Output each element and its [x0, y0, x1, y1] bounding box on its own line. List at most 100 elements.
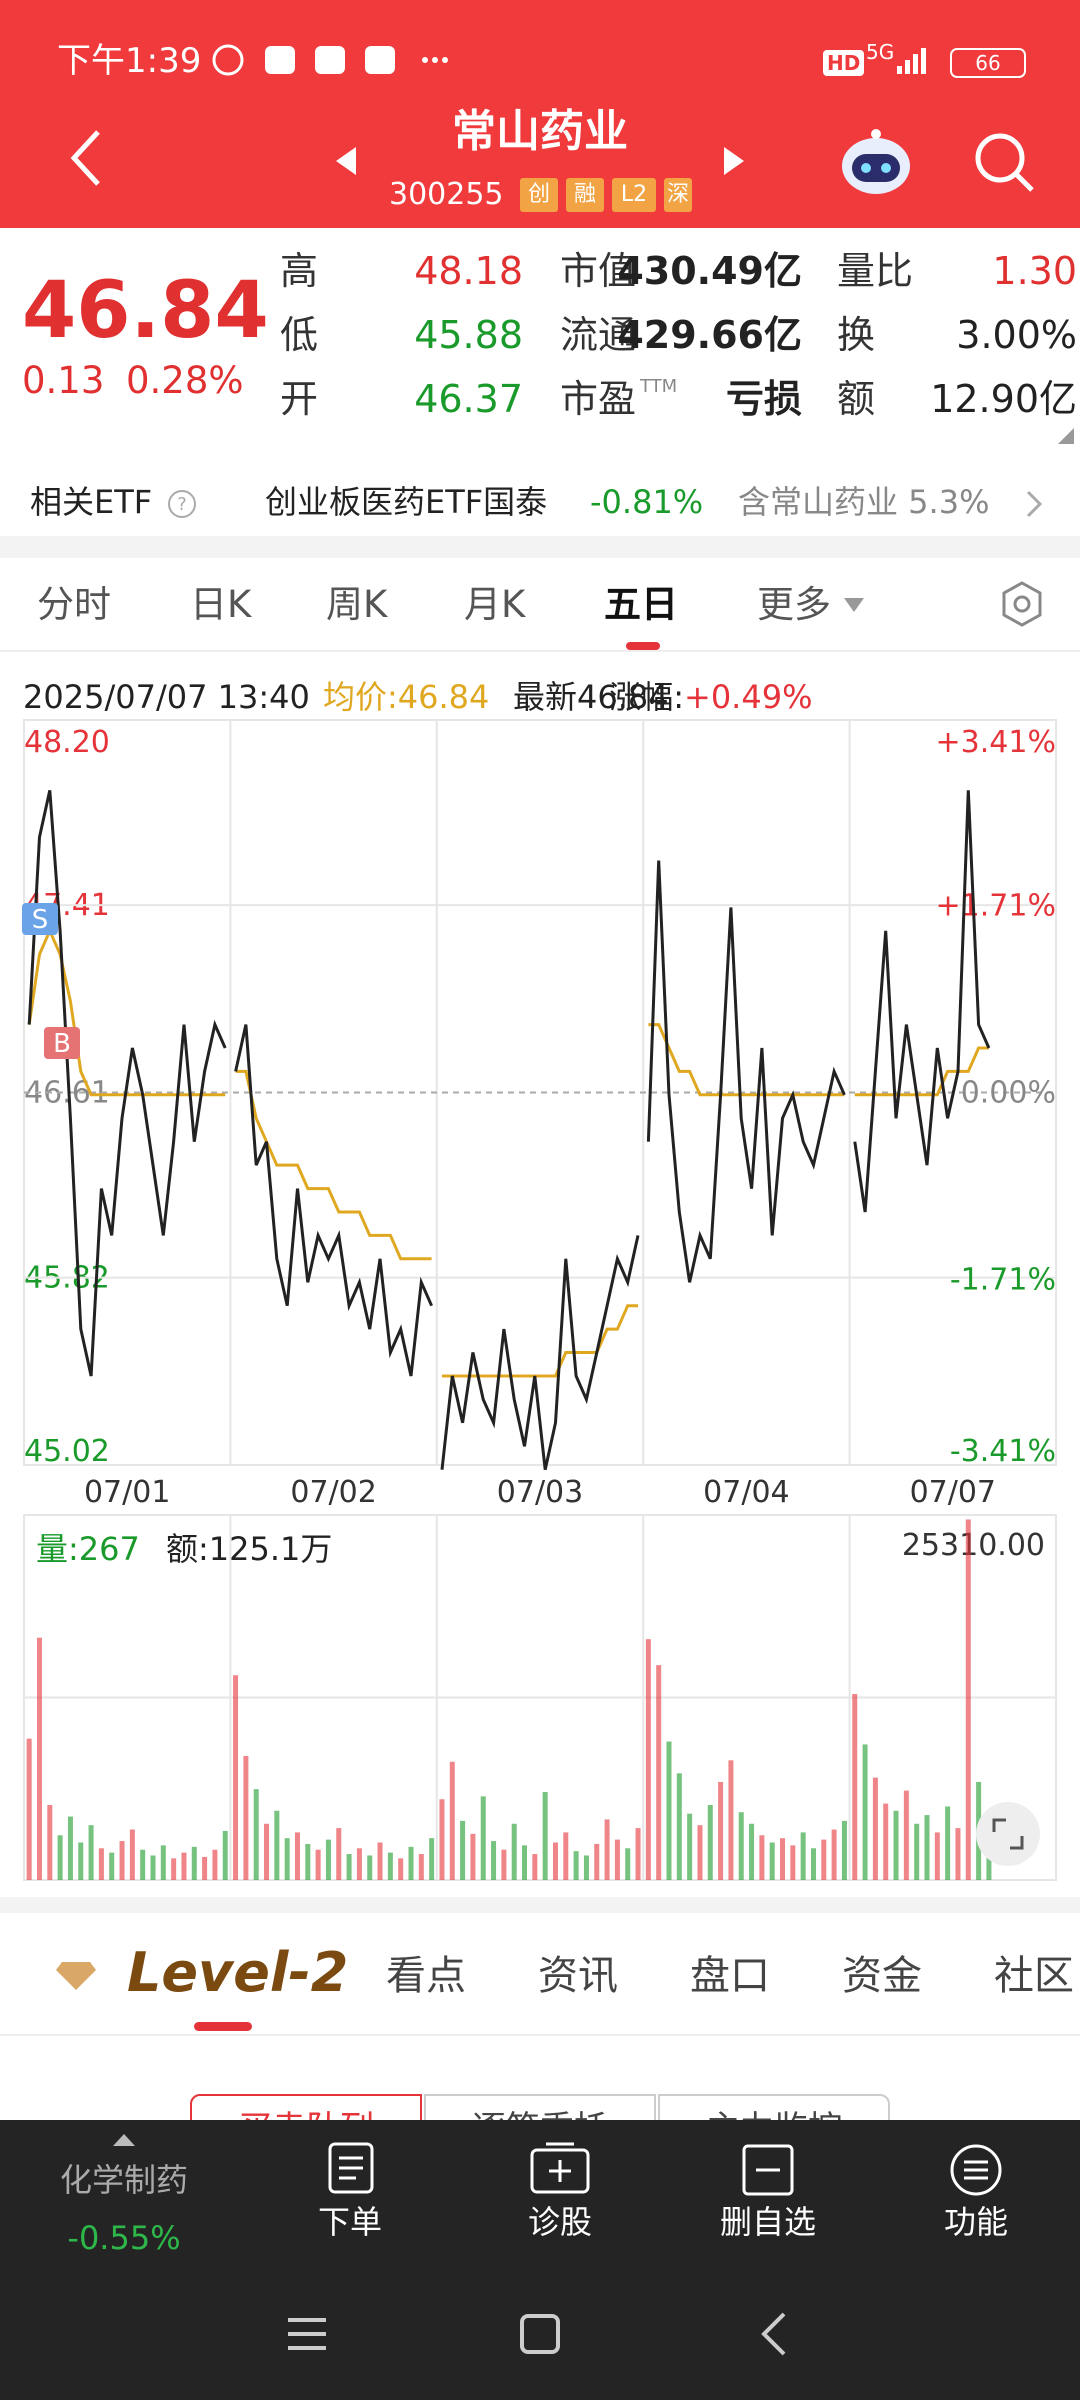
volume-bar	[305, 1843, 311, 1880]
stat-value: 12.90亿	[930, 377, 1077, 421]
time-label: 2025/07/07 13:40	[23, 678, 310, 716]
volume-bar	[325, 1839, 331, 1880]
volume-bar	[181, 1852, 187, 1880]
volume-bar	[594, 1843, 600, 1880]
sector-name[interactable]: 化学制药	[59, 2161, 188, 2199]
stat-label: 市值	[560, 249, 637, 293]
amount-label: 额:125.1万	[166, 1530, 332, 1568]
y-tick-label: 45.02	[24, 1434, 110, 1469]
latest-label: 最新46.84	[513, 678, 669, 716]
robot-icon[interactable]	[838, 126, 914, 198]
volume-bar	[171, 1858, 177, 1880]
settings-button[interactable]	[998, 580, 1046, 628]
volume-bar	[274, 1810, 280, 1880]
volume-bar	[728, 1760, 734, 1880]
period-tab[interactable]: 日K	[190, 583, 252, 626]
volume-bar	[573, 1851, 579, 1880]
stat-value: 亏损	[725, 377, 802, 421]
volume-bar	[26, 1738, 32, 1880]
period-tab[interactable]: 更多	[757, 583, 831, 626]
nav-icons	[328, 2142, 1002, 2196]
status-time: 下午1:39	[57, 41, 202, 81]
back-button[interactable]	[66, 128, 106, 188]
expand-arrow[interactable]	[111, 2132, 137, 2148]
stat-label: 市盈	[560, 377, 637, 421]
active-indicator	[194, 2022, 252, 2031]
volume-bar	[243, 1755, 249, 1880]
volume-bar	[480, 1796, 486, 1880]
volume-bar	[470, 1833, 476, 1880]
info-tab[interactable]: 盘口	[690, 1953, 770, 1999]
stock-name: 常山药业	[452, 106, 628, 157]
volume-max-label: 25310.00	[902, 1528, 1045, 1563]
info-tab[interactable]: 资讯	[538, 1953, 618, 1999]
nav-item[interactable]: 功能	[943, 2203, 1008, 2241]
tag: 创	[520, 178, 558, 212]
level2-icon	[56, 1962, 96, 1990]
volume-bar	[160, 1845, 166, 1880]
period-tab[interactable]: 月K	[464, 583, 526, 626]
volume-bar	[202, 1856, 208, 1880]
volume-bar	[707, 1805, 713, 1880]
volume-bar	[315, 1849, 321, 1880]
volume-bar	[604, 1819, 610, 1880]
avg-label: 均价:46.84	[323, 678, 489, 716]
x-tick-label: 07/07	[910, 1475, 996, 1510]
search-button[interactable]	[972, 130, 1036, 194]
price-line	[440, 1235, 640, 1471]
volume-bar	[356, 1848, 362, 1880]
volume-bar	[759, 1835, 765, 1880]
volume-bar	[852, 1693, 858, 1880]
change-value: +0.49%	[684, 678, 812, 716]
nav-item[interactable]: 下单	[317, 2203, 382, 2241]
divider	[0, 2034, 1080, 2036]
volume-bar	[635, 1828, 641, 1880]
price-change: 0.13	[22, 359, 105, 402]
volume-bar	[800, 1832, 806, 1880]
chevron[interactable]	[1024, 488, 1044, 520]
last-price: 46.84	[22, 266, 269, 356]
info-tab[interactable]: 社区	[994, 1953, 1074, 1999]
volume-bar	[656, 1665, 662, 1880]
price-line	[234, 1024, 433, 1377]
price-line	[853, 790, 991, 1213]
volume-bar	[449, 1761, 455, 1880]
volume-bar	[429, 1838, 435, 1880]
y2-tick-label: 0.00%	[961, 1076, 1056, 1111]
volume-bar	[387, 1852, 393, 1880]
volume-bar	[883, 1803, 889, 1880]
prev-stock[interactable]	[334, 145, 358, 177]
info-tab[interactable]: 资金	[842, 1953, 922, 1999]
next-stock[interactable]	[722, 145, 746, 177]
y2-tick-label: +1.71%	[936, 889, 1056, 924]
volume-bar	[78, 1842, 84, 1880]
fullscreen-button[interactable]	[976, 1802, 1040, 1866]
volume-bar	[583, 1855, 589, 1880]
nav-item[interactable]: 删自选	[719, 2203, 816, 2241]
avg-line	[442, 1304, 638, 1378]
expand-corner[interactable]	[1058, 428, 1074, 444]
sector-change: -0.55%	[67, 2219, 181, 2257]
volume-bar	[491, 1841, 497, 1880]
svg-text:?: ?	[177, 494, 187, 515]
price-change-pct: 0.28%	[126, 359, 244, 402]
volume-bar	[511, 1823, 517, 1880]
period-tab[interactable]: 五日	[604, 583, 678, 626]
volume-bar	[893, 1810, 899, 1880]
period-tab[interactable]: 分时	[37, 583, 111, 626]
volume-bar	[697, 1825, 703, 1880]
help-icon[interactable]: ?	[166, 488, 198, 520]
volume-bar	[129, 1829, 135, 1880]
period-tab[interactable]: 周K	[326, 583, 388, 626]
divider	[0, 536, 1080, 558]
volume-bar	[88, 1825, 94, 1880]
volume-bar	[749, 1823, 755, 1880]
level2-brand[interactable]: Level-2	[127, 1941, 349, 2004]
nav-item[interactable]: 诊股	[527, 2203, 592, 2241]
info-tab[interactable]: 看点	[386, 1953, 466, 1999]
change-label: 涨幅:	[609, 678, 684, 716]
volume-bar	[810, 1848, 816, 1880]
etf-name[interactable]: 创业板医药ETF国泰	[265, 483, 548, 521]
volume-label: 量:267	[36, 1530, 140, 1568]
